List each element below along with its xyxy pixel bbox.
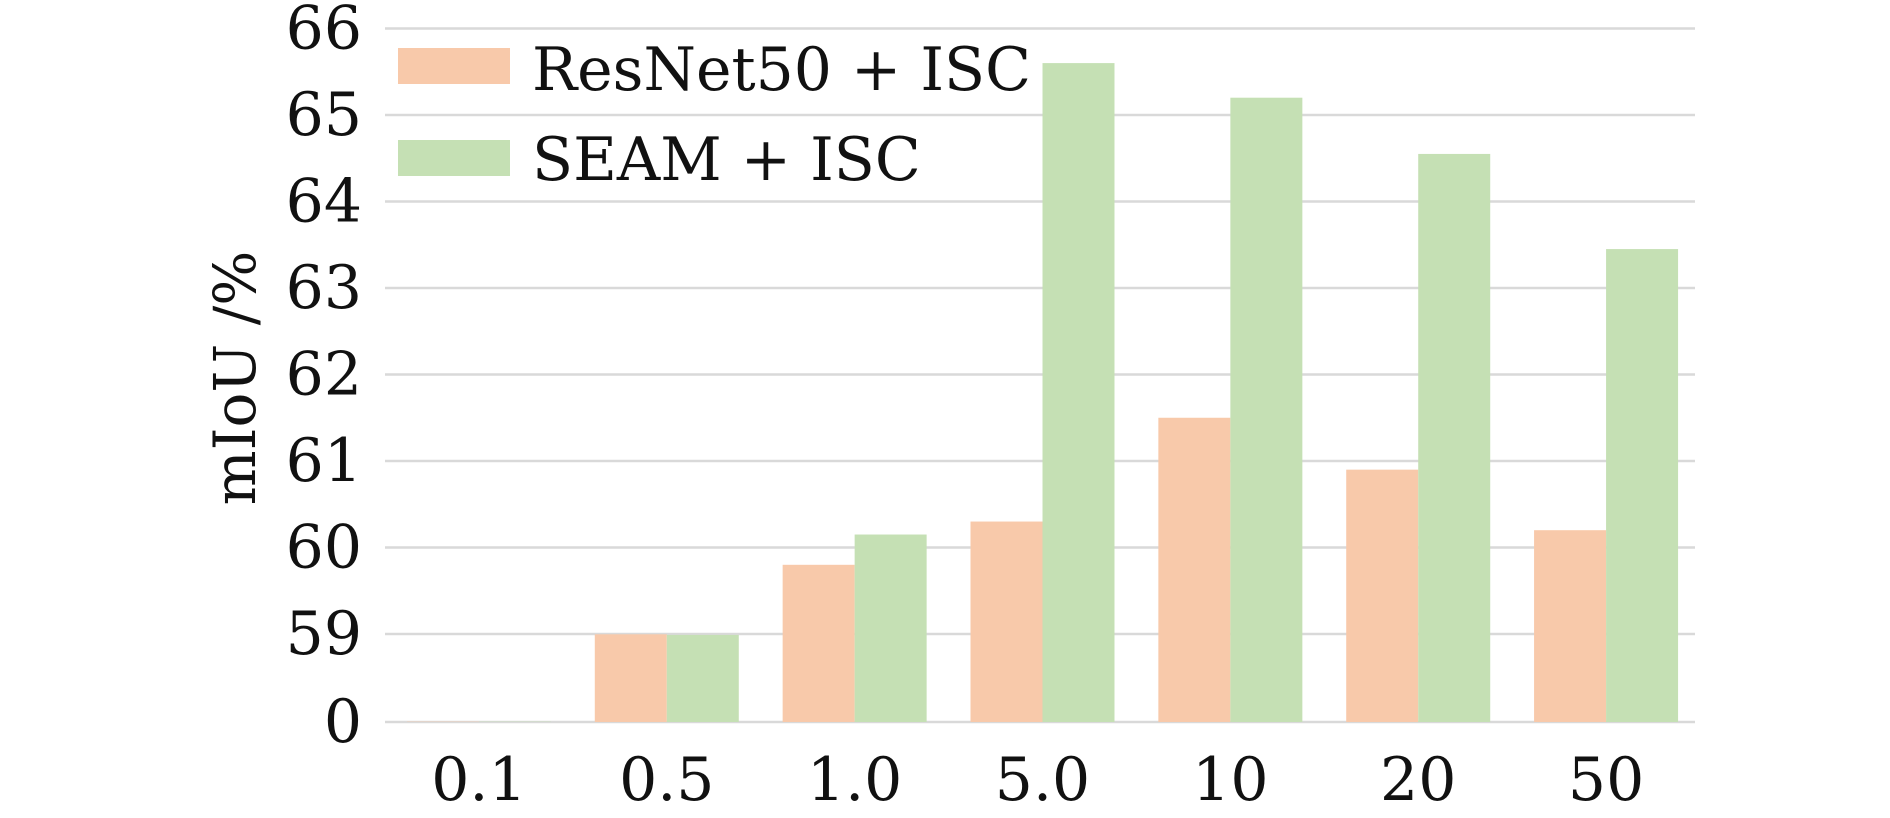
bar-resnet50-isc-10 — [1158, 417, 1231, 722]
y-tick-label-59: 59 — [286, 599, 362, 669]
bar-seam-isc-1.0 — [854, 534, 927, 722]
x-tick-label-0.5: 0.5 — [619, 745, 714, 815]
bar-resnet50-isc-50 — [1534, 530, 1607, 722]
legend: ResNet50 + ISC SEAM + ISC — [398, 35, 1031, 195]
y-tick-label-63: 63 — [286, 253, 362, 323]
y-tick-label-0: 0 — [324, 687, 362, 757]
bar-resnet50-isc-20 — [1346, 469, 1419, 722]
y-axis-ticks: 0 59 60 61 62 63 64 65 66 — [286, 0, 362, 757]
gridlines — [385, 27, 1695, 724]
bar-seam-isc-10 — [1230, 97, 1303, 722]
x-tick-label-5.0: 5.0 — [995, 745, 1090, 815]
x-tick-label-50: 50 — [1568, 745, 1644, 815]
bar-resnet50-isc-1.0 — [782, 564, 855, 722]
y-tick-label-62: 62 — [286, 340, 362, 410]
y-tick-label-66: 66 — [286, 0, 362, 64]
legend-swatch-seam-isc — [398, 140, 510, 176]
legend-label-resnet50-isc: ResNet50 + ISC — [532, 35, 1031, 105]
x-tick-label-20: 20 — [1380, 745, 1456, 815]
y-tick-label-60: 60 — [286, 513, 362, 583]
bars — [406, 63, 1679, 723]
legend-swatch-resnet50-isc — [398, 48, 510, 84]
bar-seam-isc-20 — [1418, 153, 1491, 723]
x-tick-label-10: 10 — [1192, 745, 1268, 815]
bar-seam-isc-0.5 — [666, 634, 739, 722]
bar-seam-isc-5.0 — [1042, 63, 1115, 723]
legend-label-seam-isc: SEAM + ISC — [532, 125, 921, 195]
y-tick-label-65: 65 — [286, 80, 362, 150]
x-tick-label-0.1: 0.1 — [431, 745, 526, 815]
bar-resnet50-isc-0.5 — [594, 634, 667, 722]
bar-resnet50-isc-5.0 — [970, 521, 1043, 722]
x-tick-label-1.0: 1.0 — [807, 745, 902, 815]
x-axis-ticks: 0.1 0.5 1.0 5.0 10 20 50 — [431, 745, 1644, 815]
y-tick-label-61: 61 — [286, 426, 362, 496]
y-tick-label-64: 64 — [286, 167, 362, 237]
y-axis-label: mIoU /% — [201, 251, 269, 506]
bar-seam-isc-50 — [1606, 249, 1679, 722]
